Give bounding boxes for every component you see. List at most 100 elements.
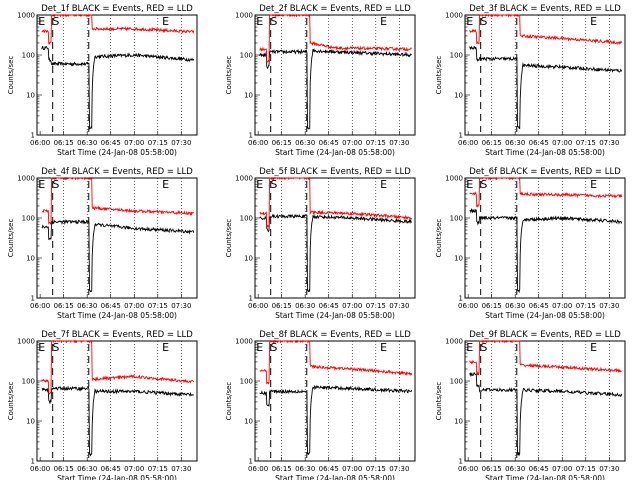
y-tick-label: 10 [454,92,463,100]
x-tick-label: 06:45 [101,302,121,310]
y-tick-label: 100 [450,52,463,60]
x-tick-label: 06:45 [529,465,549,473]
plot-frame [464,340,626,462]
x-tick-label: 07:15 [366,465,386,473]
y-tick-label: 1000 [235,175,253,183]
event-marker-label: E [380,15,387,28]
chart-title: Det_5f BLACK = Events, RED = LLD [259,167,411,177]
x-tick-label: 07:15 [576,465,596,473]
chart-title: Det_2f BLACK = Events, RED = LLD [259,4,411,14]
event-marker-label: S [52,15,59,28]
chart-title: Det_4f BLACK = Events, RED = LLD [41,167,193,177]
plot-frame [464,177,626,299]
x-tick-label: 07:30 [599,139,619,147]
y-tick-label: 1 [249,295,253,303]
detector-chart: Det_9f BLACK = Events, RED = LLD Counts/s… [435,330,626,480]
events-series-line [469,371,623,457]
chart-title: Det_1f BLACK = Events, RED = LLD [41,4,193,14]
y-axis-label: Counts/sec [435,56,443,95]
y-tick-label: 10 [244,92,253,100]
x-tick-label: 07:15 [148,302,168,310]
x-tick-label: 06:00 [248,139,268,147]
x-axis-label: Start Time (24-Jan-08 05:58:00) [275,148,395,157]
events-series-line [259,213,413,293]
x-tick-label: 07:30 [171,465,191,473]
x-tick-label: 06:30 [77,465,97,473]
lld-series-line [259,13,413,63]
plot-frame [254,14,416,136]
x-tick-label: 06:45 [101,139,121,147]
event-marker-label: E [162,15,169,28]
x-tick-label: 06:45 [319,139,339,147]
event-marker-label: S [270,178,277,191]
y-axis-label: Counts/sec [7,56,15,95]
y-tick-label: 1000 [17,338,35,346]
detector-chart: Det_2f BLACK = Events, RED = LLD Counts/s… [225,4,416,157]
x-tick-label: 06:00 [30,139,50,147]
event-marker-label: E [256,341,263,354]
x-tick-label: 07:00 [342,139,362,147]
detector-chart: Det_4f BLACK = Events, RED = LLD Counts/s… [7,167,198,320]
x-tick-label: 07:00 [552,465,572,473]
x-tick-label: 06:00 [30,302,50,310]
event-marker-label: E [256,15,263,28]
lld-series-line [41,339,195,395]
chart-title: Det_7f BLACK = Events, RED = LLD [41,330,193,340]
x-tick-label: 07:15 [576,302,596,310]
y-tick-label: 1 [459,295,463,303]
event-marker-label: E [38,15,45,28]
x-tick-label: 06:45 [101,465,121,473]
x-tick-label: 07:00 [342,302,362,310]
event-marker-label: S [270,341,277,354]
y-tick-label: 100 [450,378,463,386]
x-tick-label: 06:30 [295,139,315,147]
x-tick-label: 06:30 [295,302,315,310]
x-tick-label: 07:15 [366,302,386,310]
x-tick-label: 06:30 [505,302,525,310]
x-tick-label: 06:00 [248,302,268,310]
y-tick-label: 1000 [445,338,463,346]
x-tick-label: 06:15 [482,302,502,310]
y-axis-label: Counts/sec [225,382,233,421]
x-tick-label: 07:30 [389,302,409,310]
events-series-line [41,385,195,457]
lld-series-line [469,340,622,376]
x-tick-label: 06:30 [77,302,97,310]
x-tick-label: 07:15 [366,139,386,147]
y-tick-label: 1 [249,458,253,466]
y-tick-label: 1 [459,132,463,140]
y-tick-label: 10 [26,418,35,426]
detector-chart: Det_5f BLACK = Events, RED = LLD Counts/s… [225,167,416,320]
y-tick-label: 1000 [445,175,463,183]
x-tick-label: 07:00 [124,302,144,310]
x-axis-label: Start Time (24-Jan-08 05:58:00) [485,311,605,320]
y-tick-label: 100 [240,215,253,223]
x-tick-label: 06:45 [529,139,549,147]
event-marker-label: E [380,178,387,191]
plot-frame [254,177,416,299]
x-tick-label: 07:30 [599,465,619,473]
y-tick-label: 1 [249,132,253,140]
y-tick-label: 100 [22,52,35,60]
lld-series-line [41,13,195,45]
y-axis-label: Counts/sec [435,382,443,421]
event-marker-label: S [52,178,59,191]
events-series-line [469,45,623,130]
x-tick-label: 06:15 [54,465,74,473]
lld-series-line [469,176,623,208]
y-tick-label: 100 [450,215,463,223]
event-marker-label: E [38,178,45,191]
detector-chart: Det_3f BLACK = Events, RED = LLD Counts/s… [435,4,626,157]
chart-title: Det_6f BLACK = Events, RED = LLD [469,167,621,177]
x-axis-label: Start Time (24-Jan-08 05:58:00) [275,474,395,480]
lld-series-line [259,339,413,385]
y-tick-label: 1000 [235,12,253,20]
y-axis-label: Counts/sec [7,219,15,258]
event-marker-label: E [590,15,597,28]
y-tick-label: 10 [26,255,35,263]
detector-chart: Det_8f BLACK = Events, RED = LLD Counts/s… [225,330,416,480]
lld-series-line [469,13,623,46]
plot-frame [36,14,198,136]
x-tick-label: 07:15 [148,465,168,473]
